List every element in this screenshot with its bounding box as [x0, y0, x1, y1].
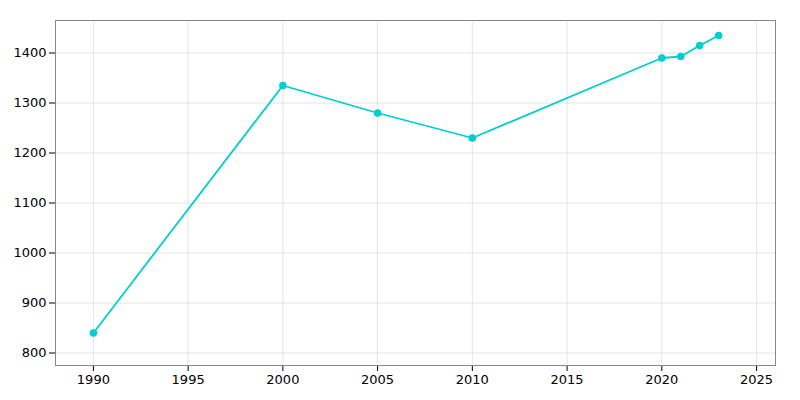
svg-text:1300: 1300: [13, 95, 46, 110]
svg-text:2000: 2000: [266, 372, 299, 387]
svg-text:2025: 2025: [740, 372, 773, 387]
svg-text:1000: 1000: [13, 245, 46, 260]
svg-text:900: 900: [22, 295, 47, 310]
svg-text:1100: 1100: [13, 195, 46, 210]
svg-text:1990: 1990: [77, 372, 110, 387]
svg-text:2020: 2020: [645, 372, 678, 387]
svg-text:2010: 2010: [456, 372, 489, 387]
svg-text:1200: 1200: [13, 145, 46, 160]
svg-text:2005: 2005: [361, 372, 394, 387]
svg-text:1400: 1400: [13, 45, 46, 60]
svg-text:1995: 1995: [172, 372, 205, 387]
svg-text:800: 800: [22, 345, 47, 360]
svg-text:2015: 2015: [551, 372, 584, 387]
